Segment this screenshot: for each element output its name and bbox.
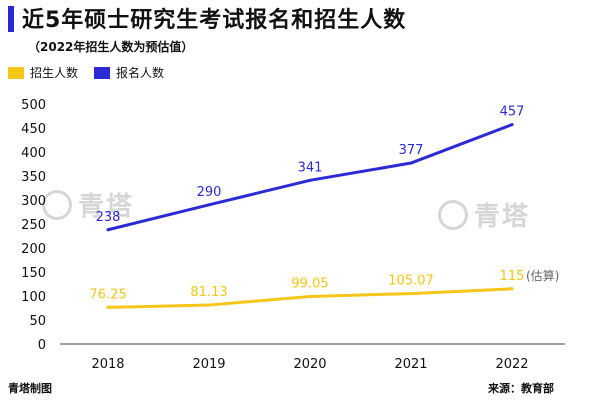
y-tick-label: 100 bbox=[21, 290, 46, 305]
data-point bbox=[510, 287, 514, 291]
data-label: 377 bbox=[399, 143, 424, 158]
x-tick-label: 2020 bbox=[293, 357, 326, 372]
data-point bbox=[409, 161, 413, 165]
data-label: 290 bbox=[197, 185, 222, 200]
series-line-applicants bbox=[106, 123, 514, 232]
legend: 招生人数 报名人数 bbox=[8, 64, 180, 81]
legend-swatch-applicants bbox=[94, 66, 111, 79]
legend-swatch-enrollment bbox=[8, 66, 24, 79]
footer-source: 来源：教育部 bbox=[488, 382, 554, 395]
data-point bbox=[510, 123, 514, 127]
data-point bbox=[409, 292, 413, 296]
series-line-enrollment bbox=[106, 287, 514, 309]
data-label: 238 bbox=[96, 210, 121, 225]
legend-label-enrollment: 招生人数 bbox=[30, 66, 79, 80]
data-point bbox=[106, 228, 110, 232]
legend-label-applicants: 报名人数 bbox=[116, 66, 165, 80]
chart-title: 近5年硕士研究生考试报名和招生人数 bbox=[22, 8, 407, 33]
y-tick-label: 50 bbox=[29, 314, 46, 329]
data-label: 99.05 bbox=[291, 276, 328, 291]
x-tick-label: 2018 bbox=[91, 357, 124, 372]
y-tick-label: 450 bbox=[21, 122, 46, 137]
chart-subtitle: （2022年招生人数为预估值） bbox=[28, 40, 194, 54]
y-tick-label: 250 bbox=[21, 218, 46, 233]
y-tick-label: 500 bbox=[21, 98, 46, 113]
y-tick-label: 350 bbox=[21, 170, 46, 185]
data-label: 115 bbox=[500, 269, 525, 284]
y-tick-label: 200 bbox=[21, 242, 46, 257]
watermark-logo-icon bbox=[42, 189, 72, 220]
legend-item-enrollment: 招生人数 bbox=[8, 64, 78, 81]
watermark-text: 青塔 bbox=[78, 192, 135, 222]
data-point bbox=[106, 305, 110, 309]
footer-credit: 青塔制图 bbox=[8, 382, 52, 395]
y-tick-label: 300 bbox=[21, 194, 46, 209]
data-point bbox=[308, 178, 312, 182]
watermark-text: 青塔 bbox=[474, 202, 531, 232]
watermark-logo-icon bbox=[438, 199, 468, 230]
y-tick-label: 0 bbox=[38, 338, 46, 353]
data-label: 81.13 bbox=[190, 285, 227, 300]
data-label: 457 bbox=[500, 105, 525, 120]
estimate-annotation: (估算) bbox=[526, 268, 559, 283]
data-point bbox=[207, 203, 211, 207]
data-point bbox=[207, 303, 211, 307]
title-accent-bar bbox=[8, 6, 14, 32]
data-label: 76.25 bbox=[89, 287, 126, 302]
y-tick-label: 150 bbox=[21, 266, 46, 281]
legend-item-applicants: 报名人数 bbox=[94, 64, 164, 81]
data-point bbox=[308, 294, 312, 298]
y-tick-label: 400 bbox=[21, 146, 46, 161]
x-tick-label: 2021 bbox=[394, 357, 427, 372]
watermark-left: 青塔 bbox=[42, 186, 134, 223]
data-label: 105.07 bbox=[388, 274, 434, 289]
x-tick-label: 2019 bbox=[192, 357, 225, 372]
data-label: 341 bbox=[298, 160, 323, 175]
watermark-right: 青塔 bbox=[438, 196, 530, 233]
x-tick-label: 2022 bbox=[495, 357, 528, 372]
